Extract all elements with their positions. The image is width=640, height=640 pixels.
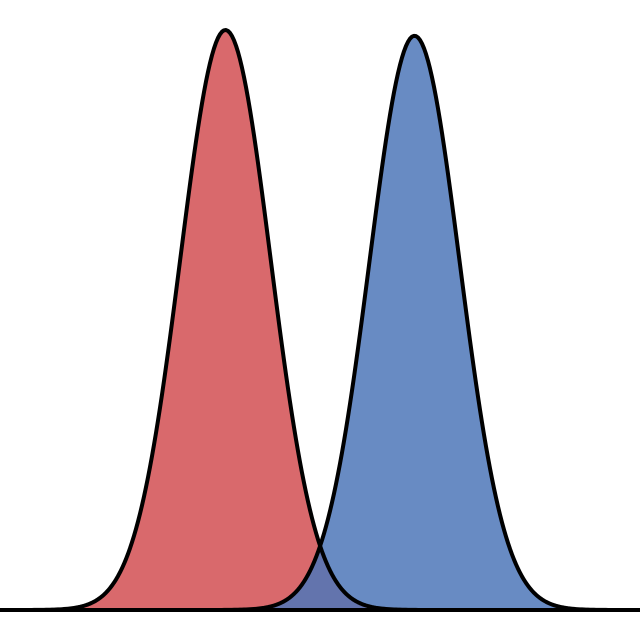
density-outlines	[0, 28, 640, 612]
density-outline-series-2	[0, 33, 640, 612]
density-outline-series-1	[0, 28, 640, 612]
density-area-series-2	[0, 35, 640, 610]
density-area-series-1	[0, 30, 640, 611]
density-areas	[0, 30, 640, 611]
